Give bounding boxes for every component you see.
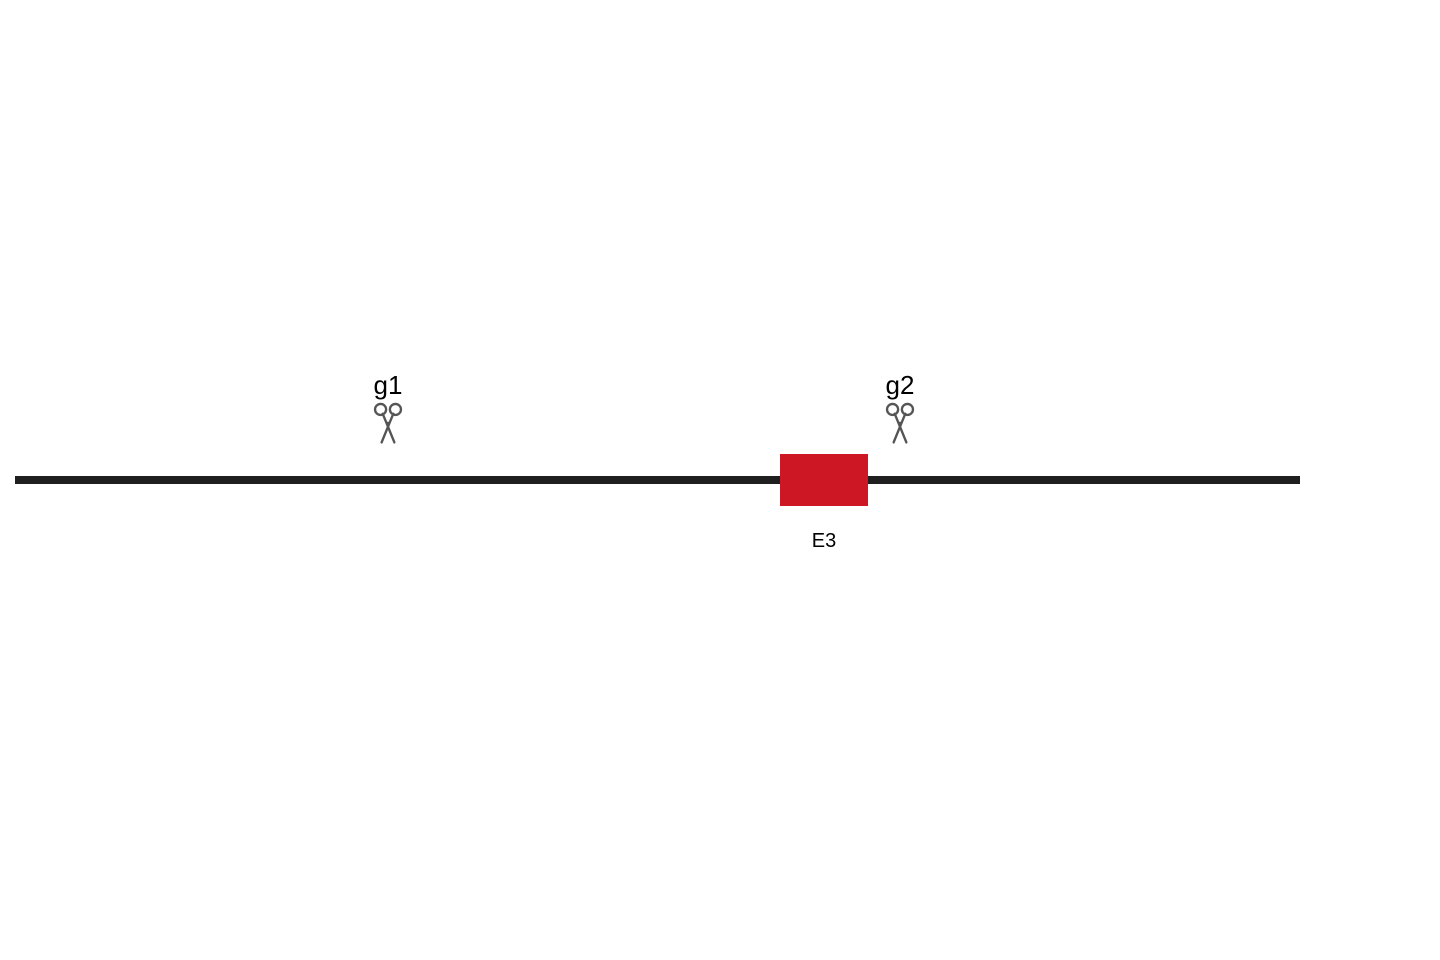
gene-track [15,476,1300,484]
scissors-icon [883,402,917,450]
scissors-icon [371,402,405,450]
cut-site-label-g1: g1 [374,370,403,401]
cut-site-label-g2: g2 [886,370,915,401]
exon-label: E3 [812,530,836,553]
exon-box [780,454,868,506]
